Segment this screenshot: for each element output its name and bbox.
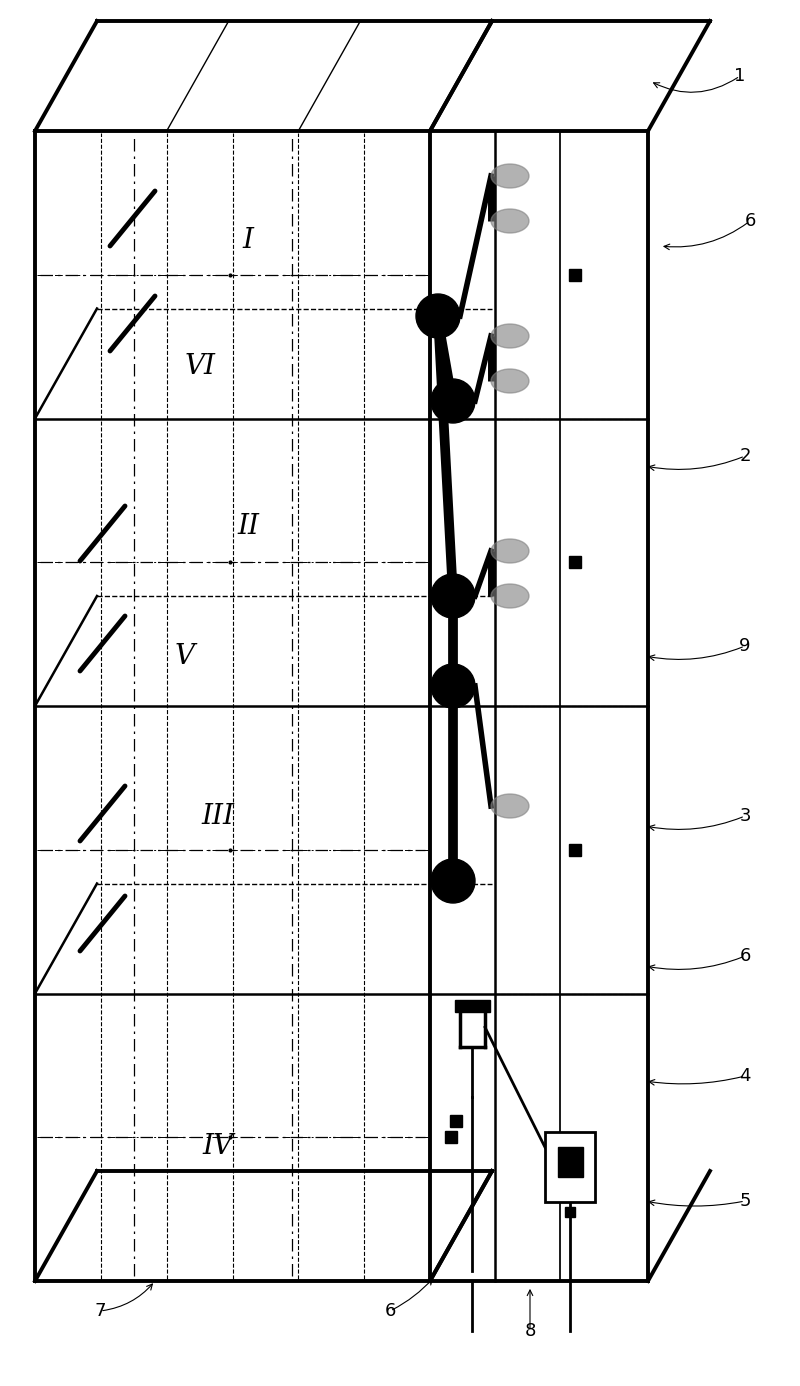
Circle shape bbox=[416, 294, 460, 338]
Text: 8: 8 bbox=[524, 1322, 536, 1340]
Circle shape bbox=[431, 574, 475, 618]
Bar bbox=[545, 1132, 595, 1202]
Bar bbox=[455, 1001, 490, 1012]
Bar bbox=[569, 269, 581, 281]
Bar bbox=[558, 1148, 583, 1177]
Text: V: V bbox=[175, 643, 195, 669]
Text: 6: 6 bbox=[384, 1301, 396, 1319]
Ellipse shape bbox=[491, 794, 529, 818]
Circle shape bbox=[431, 859, 475, 904]
Ellipse shape bbox=[491, 539, 529, 563]
Text: IV: IV bbox=[202, 1132, 234, 1160]
Text: VI: VI bbox=[185, 352, 215, 380]
Ellipse shape bbox=[491, 209, 529, 233]
Ellipse shape bbox=[491, 369, 529, 394]
Bar bbox=[450, 1116, 462, 1127]
Circle shape bbox=[431, 664, 475, 708]
Text: 7: 7 bbox=[94, 1301, 106, 1319]
Ellipse shape bbox=[491, 164, 529, 188]
Bar bbox=[569, 844, 581, 855]
Text: 2: 2 bbox=[739, 448, 750, 464]
Text: II: II bbox=[237, 513, 259, 539]
Text: 5: 5 bbox=[739, 1192, 750, 1210]
Bar bbox=[569, 556, 581, 568]
Circle shape bbox=[431, 378, 475, 423]
Text: I: I bbox=[242, 227, 254, 255]
Bar bbox=[445, 1131, 457, 1143]
Text: III: III bbox=[202, 802, 234, 829]
Text: 9: 9 bbox=[739, 638, 750, 656]
Ellipse shape bbox=[491, 324, 529, 348]
Bar bbox=[565, 1207, 575, 1217]
Text: 3: 3 bbox=[739, 807, 750, 825]
Text: 6: 6 bbox=[739, 947, 750, 965]
Text: 6: 6 bbox=[744, 212, 756, 230]
Text: 1: 1 bbox=[734, 67, 746, 85]
Ellipse shape bbox=[491, 584, 529, 608]
Text: 4: 4 bbox=[739, 1067, 750, 1085]
